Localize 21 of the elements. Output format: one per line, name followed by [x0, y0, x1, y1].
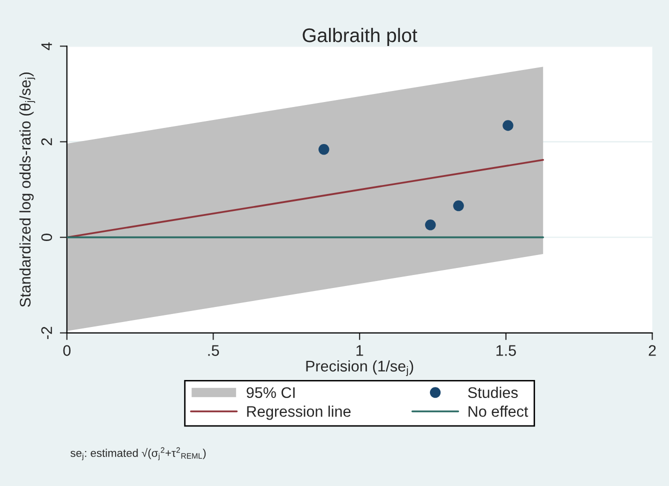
x-axis-title: Precision (1/se$_{j}$) [306, 360, 414, 376]
x-tick-label: 2 [648, 345, 656, 356]
legend-label: Regression line [247, 406, 351, 420]
point [318, 144, 330, 155]
y-axis-title: Standardized log odds-ratio (θ$_{j}$/se$_{j}$) [19, 72, 36, 307]
legend-label: Studies [468, 386, 518, 398]
y-tick-label: -2 [41, 326, 52, 340]
legend-label: No effect [468, 406, 528, 417]
point [425, 220, 436, 230]
y-tick-label: 4 [41, 42, 52, 50]
point [453, 200, 464, 212]
legend-label: 95% CI [246, 387, 295, 398]
text: se$_{j}$: estimated √(σ$_{j}$$^{2}$+τ$^{2}$$_{REML}$) [70, 447, 206, 460]
y-tick-label: 0 [41, 234, 52, 241]
x-tick-label: 0 [63, 345, 71, 356]
x-tick-label: 1.5 [496, 345, 516, 356]
x-tick-label: .5 [208, 345, 219, 356]
x-tick-label: 1 [356, 345, 364, 356]
y-tick-label: 2 [41, 138, 52, 146]
point [502, 120, 514, 131]
chart-title: Galbraith plot [302, 28, 418, 46]
